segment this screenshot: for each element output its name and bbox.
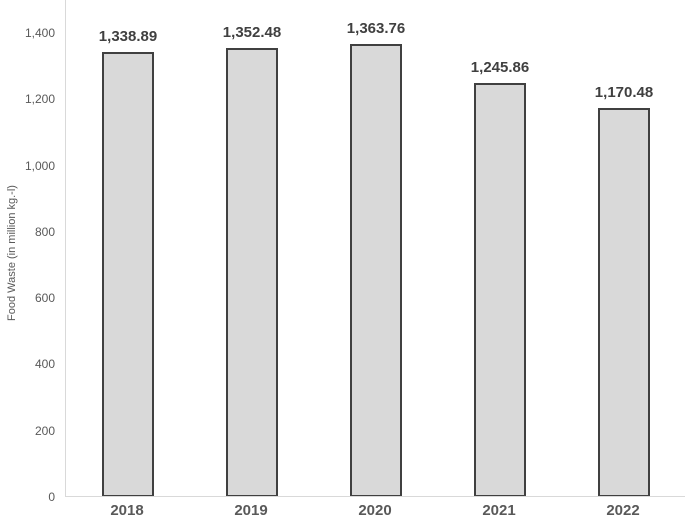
bar-value-label: 1,245.86 [470,59,530,77]
y-tick-label: 0 [48,490,55,504]
y-tick-label: 600 [34,291,55,306]
y-tick-label: 800 [34,224,55,239]
bar-2019 [226,47,278,496]
x-axis-label-2021: 2021 [482,502,516,519]
bar-2021 [474,83,526,496]
bar-value-label: 1,338.89 [98,28,158,46]
y-tick-label: 1,400 [24,26,55,41]
bar-2020 [350,44,402,496]
x-axis-labels: 2018 2019 2020 2021 2022 [0,502,685,525]
y-tick-label: 200 [34,423,55,438]
y-tick-label: 400 [34,357,55,372]
bar-2018 [102,52,154,496]
bar-value-label: 1,170.48 [594,84,654,102]
x-axis-label-2019: 2019 [234,502,268,519]
bar-2022 [598,108,650,496]
plot-area: 1,338.89 1,352.48 1,363.76 1,245.86 1,170.48 [65,0,685,497]
x-axis-label-2018: 2018 [110,502,144,519]
y-tick-label: 1,200 [24,92,55,107]
x-axis-label-2020: 2020 [358,502,392,519]
y-tick-label: 1,000 [24,158,55,173]
y-axis-tick-labels: 0 200 400 600 800 1,000 1,200 1,400 [0,0,55,525]
bar-value-label: 1,363.76 [346,20,406,38]
x-axis-label-2022: 2022 [606,502,640,519]
bar-value-label: 1,352.48 [222,23,282,41]
